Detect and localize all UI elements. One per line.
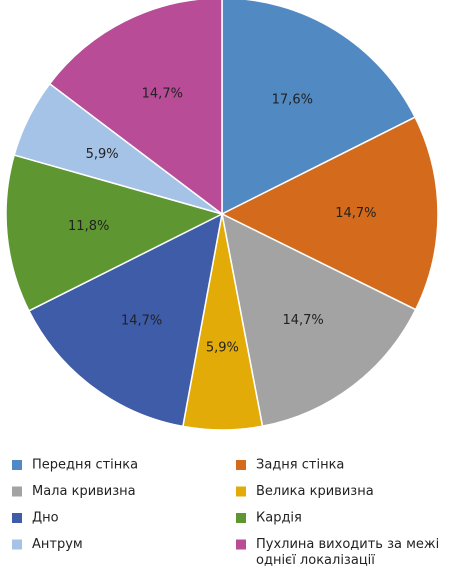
slice-data-label-2: 14,7% (282, 313, 323, 328)
legend-swatch-0 (12, 460, 22, 470)
pie-slice-5 (5, 154, 225, 312)
legend-label-3: Велика кривизна (256, 484, 374, 499)
slice-data-label-4: 14,7% (121, 314, 162, 329)
pie-slice-4 (27, 212, 224, 428)
legend-label-0: Передня стінка (32, 458, 138, 473)
legend-swatch-3 (236, 486, 246, 497)
legend-swatch-4 (12, 513, 22, 523)
legend: Передня стінка Задня стінка Мала кривизна В… (12, 458, 439, 568)
legend-label-7-line-0: Пухлина виходить за межі (256, 537, 439, 552)
legend-swatch-1 (236, 460, 246, 470)
slice-data-label-1: 14,7% (335, 206, 376, 221)
legend-swatch-6 (12, 539, 22, 550)
legend-label-1: Задня стінка (256, 458, 344, 473)
pie-slice-labels: 17,6% 14,7% 14,7% 5,9% 14,7% 11,8% 5,9% 14,7% (68, 87, 377, 356)
slice-data-label-5: 11,8% (68, 219, 109, 234)
slice-data-label-3: 5,9% (206, 340, 239, 355)
pie-slice-7 (48, 0, 223, 216)
slice-data-label-6: 5,9% (86, 147, 119, 162)
legend-swatch-7 (236, 539, 246, 550)
pie-slices (5, 0, 439, 431)
legend-label-5: Кардія (256, 511, 302, 526)
legend-label-2: Мала кривизна (32, 484, 136, 499)
legend-swatch-2 (12, 486, 22, 497)
pie-slice-0 (221, 0, 417, 216)
legend-label-4: Дно (32, 511, 59, 526)
pie-slice-2 (220, 212, 417, 428)
slice-data-label-0: 17,6% (272, 93, 313, 108)
legend-label-6: Антрум (32, 537, 83, 552)
legend-label-7-line-1: однієї локалізації (256, 553, 375, 568)
pie-slice-1 (220, 116, 439, 311)
slice-data-label-7: 14,7% (142, 87, 183, 102)
legend-swatch-5 (236, 513, 246, 523)
